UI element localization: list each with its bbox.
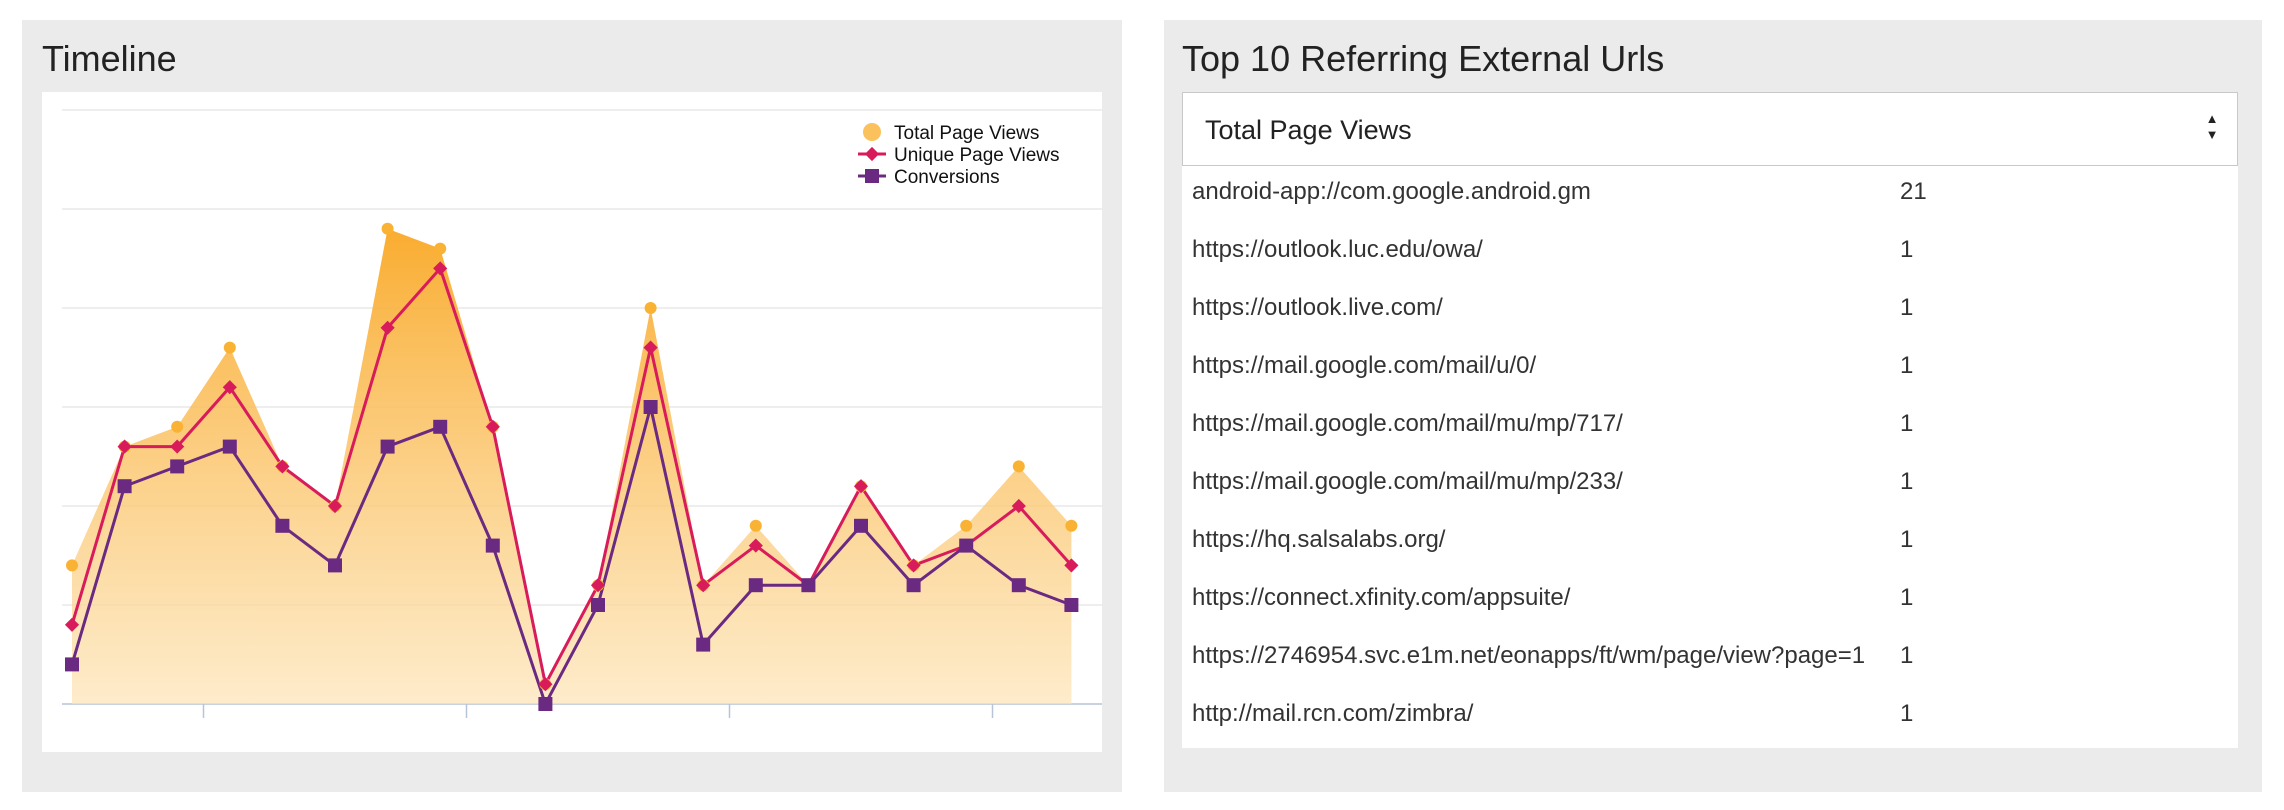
- data-point-total-page-views: [171, 420, 184, 433]
- referrer-url: https://mail.google.com/mail/mu/mp/717/: [1192, 410, 1623, 437]
- timeline-title: Timeline: [42, 38, 177, 79]
- referrer-count: 1: [1900, 700, 1914, 727]
- series-line-unique-page-views: [70, 265, 1073, 689]
- referrer-count: 1: [1900, 584, 1914, 611]
- data-point-unique-page-views: [117, 439, 132, 454]
- data-point-unique-page-views: [485, 419, 500, 434]
- data-point-conversions: [748, 578, 763, 593]
- timeline-chart: Total Page Views Unique Page Views Convers…: [42, 92, 1102, 752]
- table-row: https://mail.google.com/mail/mu/mp/717/ …: [1182, 398, 2238, 456]
- data-point-total-page-views: [1065, 519, 1078, 532]
- data-point-total-page-views: [66, 559, 78, 572]
- metric-select-value: Total Page Views: [1205, 115, 1412, 145]
- referrer-url: https://outlook.luc.edu/owa/: [1192, 236, 1483, 263]
- data-point-unique-page-views: [853, 479, 869, 494]
- data-point-conversions: [65, 657, 79, 672]
- data-point-total-page-views: [644, 302, 657, 314]
- data-point-unique-page-views: [1011, 498, 1026, 514]
- series-area-total-page-views: [72, 228, 1072, 705]
- referrer-count: 21: [1900, 178, 1927, 205]
- data-point-unique-page-views: [643, 340, 658, 355]
- referrer-url: https://mail.google.com/mail/u/0/: [1192, 352, 1537, 379]
- metric-select[interactable]: Total Page Views ▲ ▼: [1182, 92, 2238, 166]
- legend-label: Conversions: [894, 167, 1000, 188]
- data-point-unique-page-views: [433, 261, 448, 276]
- legend-label: Total Page Views: [894, 123, 1039, 144]
- referrer-count: 1: [1900, 410, 1914, 437]
- data-point-conversions: [328, 558, 342, 573]
- referrer-count: 1: [1900, 642, 1914, 669]
- data-point-unique-page-views: [327, 498, 343, 514]
- data-point-unique-page-views: [590, 578, 606, 593]
- data-point-conversions: [485, 538, 500, 553]
- referrers-title: Top 10 Referring External Urls: [1182, 38, 1665, 79]
- data-point-total-page-views: [434, 242, 447, 255]
- referrer-count: 1: [1900, 468, 1914, 495]
- sort-arrows-icon: ▲ ▼: [2205, 111, 2219, 142]
- data-point-unique-page-views: [1064, 558, 1079, 573]
- legend-swatch-unique-page-views: [864, 146, 880, 162]
- table-row: https://mail.google.com/mail/u/0/ 1: [1182, 340, 2238, 398]
- data-point-conversions: [1011, 578, 1026, 593]
- data-point-conversions: [959, 538, 974, 553]
- data-point-conversions: [1064, 598, 1079, 612]
- referrer-url: https://connect.xfinity.com/appsuite/: [1192, 584, 1571, 611]
- data-point-conversions: [801, 578, 816, 593]
- referrer-url: http://mail.rcn.com/zimbra/: [1192, 700, 1474, 727]
- referrer-count: 1: [1900, 526, 1914, 553]
- referrer-url: https://mail.google.com/mail/mu/mp/233/: [1192, 468, 1623, 495]
- table-row: https://2746954.svc.e1m.net/eonapps/ft/w…: [1182, 630, 2238, 688]
- referrer-url: android-app://com.google.android.gm: [1192, 178, 1591, 205]
- table-row: https://outlook.live.com/ 1: [1182, 282, 2238, 340]
- data-point-total-page-views: [223, 341, 236, 354]
- table-row: android-app://com.google.android.gm 21: [1182, 166, 2238, 224]
- data-point-conversions: [643, 400, 658, 414]
- timeline-panel: Timeline Total Page Views Unique Page Vie…: [22, 20, 1122, 792]
- legend-swatch-conversions: [865, 169, 879, 183]
- data-point-total-page-views: [749, 519, 762, 532]
- referrer-count: 1: [1900, 294, 1914, 321]
- data-point-conversions: [433, 419, 448, 434]
- data-point-conversions: [170, 459, 185, 474]
- data-point-conversions: [854, 518, 868, 533]
- series-line-conversions: [70, 406, 1072, 708]
- data-point-unique-page-views: [906, 558, 921, 573]
- data-point-conversions: [696, 637, 711, 652]
- referrers-panel: Top 10 Referring External Urls Total Pag…: [1164, 20, 2262, 792]
- referrer-url: https://hq.salsalabs.org/: [1192, 526, 1446, 553]
- data-point-unique-page-views: [696, 578, 711, 593]
- data-point-unique-page-views: [380, 320, 395, 335]
- referrer-count: 1: [1900, 352, 1914, 379]
- referrer-table: android-app://com.google.android.gm 21 h…: [1182, 166, 2238, 748]
- data-point-total-page-views: [1012, 460, 1025, 473]
- data-point-conversions: [117, 479, 132, 494]
- table-row: https://connect.xfinity.com/appsuite/ 1: [1182, 572, 2238, 630]
- data-point-conversions: [538, 697, 553, 711]
- data-point-conversions: [275, 518, 290, 533]
- data-point-total-page-views: [381, 222, 394, 235]
- data-point-total-page-views: [960, 519, 973, 532]
- data-point-unique-page-views: [170, 439, 185, 454]
- referrer-count: 1: [1900, 236, 1914, 263]
- data-point-conversions: [906, 578, 921, 593]
- data-point-conversions: [591, 598, 605, 612]
- referrer-url: https://outlook.live.com/: [1192, 294, 1443, 321]
- table-row: https://mail.google.com/mail/mu/mp/233/ …: [1182, 456, 2238, 514]
- legend-swatch-total-page-views: [863, 123, 881, 141]
- data-point-unique-page-views: [748, 538, 763, 553]
- table-row: http://mail.rcn.com/zimbra/ 1: [1182, 688, 2238, 746]
- data-point-conversions: [222, 439, 237, 454]
- data-point-unique-page-views: [538, 677, 553, 692]
- legend-label: Unique Page Views: [894, 145, 1059, 166]
- data-point-conversions: [380, 439, 395, 454]
- data-point-unique-page-views: [222, 380, 237, 395]
- table-row: https://hq.salsalabs.org/ 1: [1182, 514, 2238, 572]
- data-point-unique-page-views: [64, 617, 80, 632]
- data-point-unique-page-views: [275, 459, 290, 474]
- referrer-url: https://2746954.svc.e1m.net/eonapps/ft/w…: [1192, 642, 1866, 669]
- table-row: https://outlook.luc.edu/owa/ 1: [1182, 224, 2238, 282]
